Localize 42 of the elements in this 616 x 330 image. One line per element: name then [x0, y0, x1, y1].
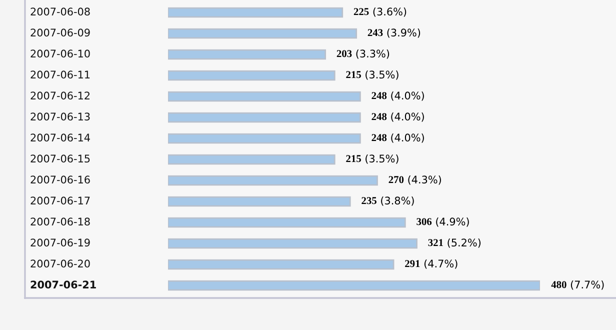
bar	[168, 91, 361, 102]
data-label: 235 (3.8%)	[362, 196, 414, 206]
data-label: 248 (4.0%)	[372, 91, 424, 101]
y-tick-label: 2007-06-08	[30, 8, 90, 16]
y-tick-label: 2007-06-12	[30, 92, 90, 100]
y-tick-label: 2007-06-20	[30, 260, 90, 268]
y-tick-label: 2007-06-13	[30, 112, 90, 121]
data-label: 291 (4.7%)	[405, 259, 458, 269]
data-label: 248 (4.0%)	[372, 112, 424, 122]
y-tick-label: 2007-06-14	[30, 134, 90, 142]
y-tick-label: 2007-06-10	[30, 50, 90, 58]
data-label: 480 (7.7%)	[551, 280, 604, 290]
bar	[168, 259, 394, 270]
bar	[168, 280, 540, 291]
bar	[168, 70, 336, 81]
y-tick-label: 2007-06-18	[30, 218, 90, 226]
bar	[168, 7, 344, 18]
bar	[168, 154, 336, 165]
data-label: 215 (3.5%)	[346, 70, 398, 80]
bar	[168, 196, 351, 207]
data-label: 306 (4.9%)	[416, 217, 469, 227]
y-tick-label: 2007-06-11	[30, 70, 90, 79]
y-tick-label: 2007-06-21	[30, 280, 96, 289]
bar	[168, 238, 418, 249]
bar	[168, 28, 358, 39]
bar	[168, 49, 326, 60]
data-label: 248 (4.0%)	[372, 133, 424, 143]
bar	[168, 112, 361, 123]
y-tick-label: 2007-06-15	[30, 154, 90, 163]
data-label: 321 (5.2%)	[428, 238, 481, 248]
y-tick-label: 2007-06-16	[30, 176, 90, 184]
data-label: 225 (3.6%)	[354, 7, 406, 17]
data-label: 215 (3.5%)	[346, 154, 398, 164]
bar	[168, 133, 361, 144]
y-tick-label: 2007-06-09	[30, 28, 90, 37]
y-tick-label: 2007-06-19	[30, 238, 90, 247]
y-tick-label: 2007-06-17	[30, 196, 90, 205]
data-label: 203 (3.3%)	[336, 49, 390, 59]
bar	[168, 175, 378, 186]
bar	[168, 217, 406, 228]
data-label: 243 (3.9%)	[368, 28, 420, 38]
data-label: 270 (4.3%)	[388, 175, 441, 185]
